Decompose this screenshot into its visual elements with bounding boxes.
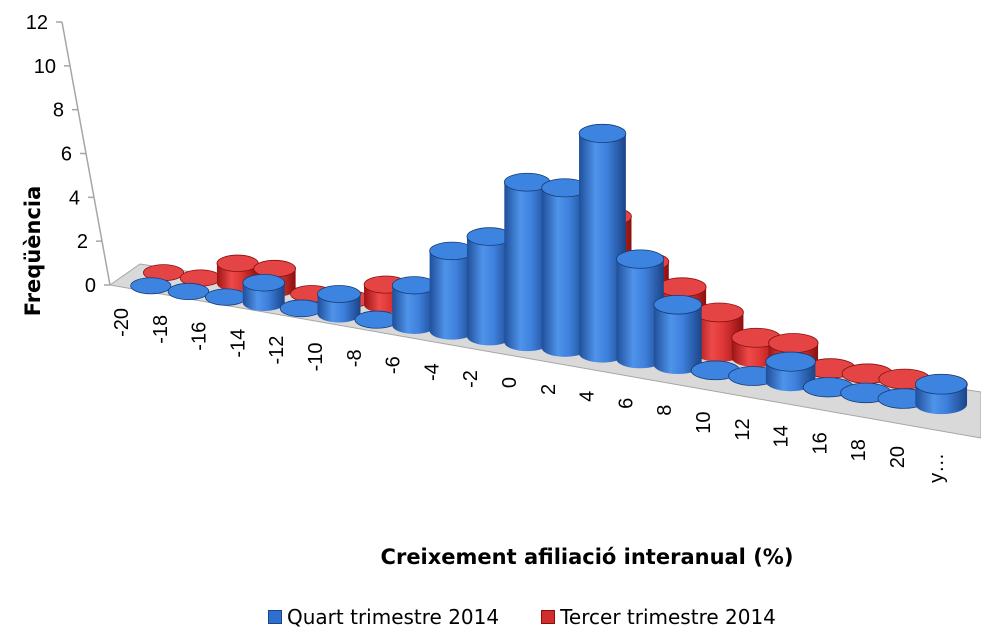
x-tick-label: -4: [421, 363, 443, 381]
x-tick-label: -20: [111, 308, 133, 337]
x-tick-label: 8: [654, 405, 676, 416]
x-tick-label: 0: [499, 377, 521, 388]
bar-quart: [578, 123, 627, 363]
bar-quart-body: [504, 182, 551, 352]
bar-tercer-top: [768, 333, 819, 354]
x-axis-title: Creixement afiliació interanual (%): [381, 545, 794, 569]
bar-quart: [242, 274, 286, 312]
bar-quart-body: [429, 250, 475, 340]
x-tick-label: 18: [848, 439, 870, 461]
bar-tercer-body: [694, 312, 744, 362]
bar-quart: [616, 249, 665, 369]
x-tick-label: 2: [538, 384, 560, 395]
bar-quart-body: [616, 259, 664, 369]
x-tick-label: -16: [189, 322, 211, 351]
bar-tercer-top: [216, 254, 259, 272]
bar-quart-body: [466, 236, 513, 346]
legend-label-quart: Quart trimestre 2014: [287, 605, 500, 629]
bar-quart-base: [279, 299, 323, 318]
bar-quart-top: [317, 285, 361, 303]
bar-quart: [130, 277, 172, 295]
x-tick-label: -12: [266, 336, 288, 365]
bar-quart: [167, 282, 210, 300]
bar-quart-base: [205, 288, 248, 306]
bar-quart: [205, 288, 248, 306]
x-tick-label: 10: [693, 412, 715, 434]
bar-quart-body: [653, 304, 702, 375]
x-tick-label: 4: [577, 391, 599, 402]
bar-quart-base: [130, 277, 172, 295]
bar-quart: [391, 276, 437, 334]
x-tick-label: -14: [227, 329, 249, 358]
x-tick-label: 16: [809, 432, 831, 454]
y-axis-title: Freqüència: [21, 186, 45, 317]
y-tick-label: 8: [53, 100, 64, 122]
bar-quart: [317, 285, 361, 323]
bar-quart-top: [653, 295, 703, 315]
bar-quart-body: [541, 187, 588, 357]
x-tick-label: -2: [460, 370, 482, 388]
bar-quart: [541, 178, 589, 357]
y-tick-label: 6: [61, 144, 72, 166]
y-tick-label: 4: [69, 187, 80, 209]
y-tick-label: 0: [85, 275, 96, 297]
x-tick-label: -18: [150, 315, 172, 344]
bar-quart-base: [354, 310, 399, 329]
x-tick-label: 20: [887, 446, 909, 468]
bar-quart: [279, 299, 323, 318]
bar-quart: [653, 295, 703, 375]
x-tick-label: -10: [305, 343, 327, 372]
bar-quart-top: [242, 274, 286, 292]
chart-bars: [130, 123, 968, 415]
legend-item-tercer: Tercer trimestre 2014: [541, 605, 776, 629]
x-tick-label: 12: [732, 418, 754, 440]
bar-quart: [765, 351, 816, 392]
legend-item-quart: Quart trimestre 2014: [268, 605, 499, 629]
legend-swatch-red: [541, 610, 556, 624]
y-tick-label: 10: [34, 56, 56, 78]
legend-label-tercer: Tercer trimestre 2014: [560, 605, 776, 629]
bar-quart-top: [914, 373, 968, 395]
bar-quart-top: [616, 249, 665, 269]
x-tick-label: 14: [771, 425, 793, 447]
y-tick-label: 2: [77, 231, 88, 253]
bar-quart-body: [579, 133, 626, 363]
bar-quart-top: [578, 123, 627, 143]
y-tick-label: 12: [26, 12, 48, 34]
bar-tercer-top: [657, 277, 707, 297]
chart-legend: Quart trimestre 2014 Tercer trimestre 20…: [268, 604, 818, 630]
bar-tercer-top: [694, 302, 744, 323]
bar-quart: [429, 241, 475, 340]
bar-quart-top: [765, 351, 816, 372]
bar-quart: [466, 227, 513, 346]
bar-quart-body: [392, 285, 437, 334]
legend-swatch-blue: [268, 610, 282, 624]
x-tick-label: 6: [615, 398, 637, 409]
bar-quart-base: [167, 282, 210, 300]
y-axis-ticks: 0 2 4 6 8 10 12: [26, 12, 110, 297]
x-tick-label: y…: [926, 453, 948, 483]
x-tick-label: -6: [383, 356, 405, 374]
bar-quart: [354, 310, 399, 329]
x-tick-label: -8: [344, 349, 366, 367]
bar-tercer: [694, 302, 744, 362]
bar-quart: [914, 373, 968, 415]
